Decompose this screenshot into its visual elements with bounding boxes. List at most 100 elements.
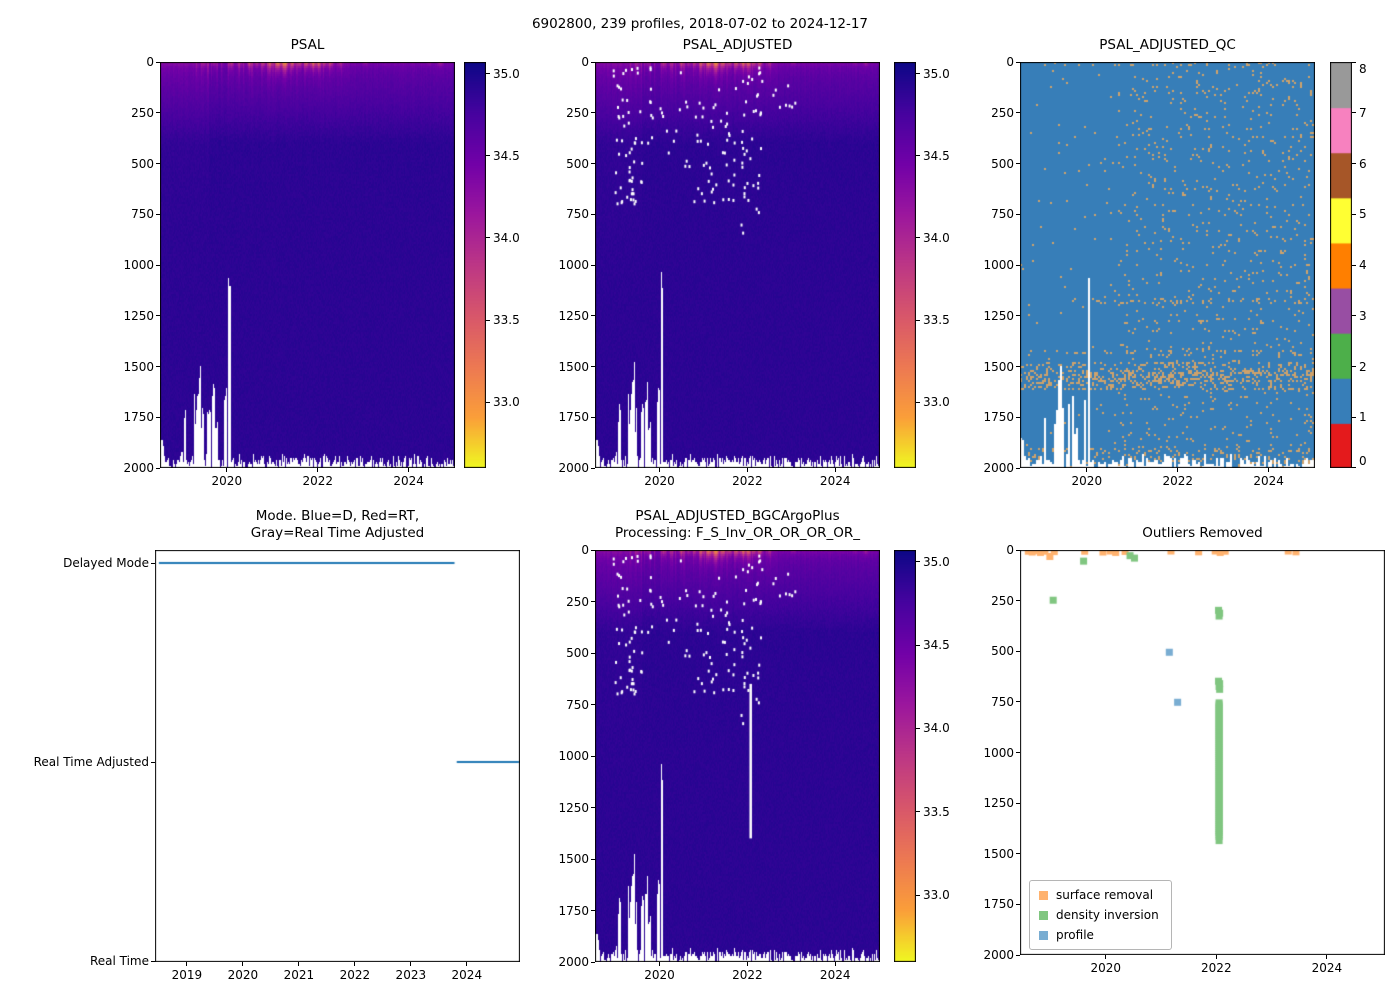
x-tick-mark bbox=[354, 962, 356, 966]
colorbar-tick-mark bbox=[916, 561, 920, 563]
colorbar-tick-label: 6 bbox=[1359, 156, 1367, 171]
y-tick-label: 0 bbox=[581, 55, 589, 69]
y-tick-label: 500 bbox=[991, 644, 1014, 659]
y-tick-label: 1750 bbox=[983, 897, 1014, 912]
x-tick-label: 2022 bbox=[732, 968, 763, 982]
legend-label-surface-removal: surface removal bbox=[1056, 888, 1154, 902]
x-tick-label: 2019 bbox=[171, 968, 203, 982]
bgc-colorbar-canvas bbox=[894, 550, 916, 962]
colorbar-tick-label: 4 bbox=[1359, 258, 1367, 272]
legend-swatch-surface-removal bbox=[1039, 890, 1048, 900]
colorbar-tick-label: 34.0 bbox=[923, 230, 950, 245]
y-tick-mark bbox=[1016, 701, 1020, 703]
qc-colorbar: 0 1 2 3 4 5 6 7 8 bbox=[1330, 62, 1367, 468]
colorbar-tick-label: 33.5 bbox=[923, 313, 950, 328]
y-tick-mark bbox=[1016, 213, 1020, 215]
panel-psal-adjusted-bgc-title: PSAL_ADJUSTED_BGCArgoPlus Processing: F_… bbox=[614, 507, 861, 542]
y-tick-label: 1500 bbox=[983, 846, 1014, 861]
y-tick-mark bbox=[151, 562, 155, 564]
y-tick-mark bbox=[1016, 467, 1020, 469]
colorbar-tick-mark bbox=[1352, 416, 1356, 418]
x-tick-mark bbox=[1268, 468, 1270, 472]
y-tick-mark bbox=[1016, 163, 1020, 164]
legend-item-surface-removal: surface removal bbox=[1039, 888, 1159, 902]
x-tick-label: 2022 bbox=[302, 474, 333, 488]
y-tick-label: 1000 bbox=[558, 258, 589, 272]
y-tick-mark bbox=[1016, 752, 1020, 753]
y-tick-mark bbox=[591, 163, 595, 164]
colorbar-tick-label: 33.0 bbox=[923, 888, 950, 903]
colorbar-tick-mark bbox=[916, 401, 920, 403]
legend-swatch-profile bbox=[1039, 930, 1048, 940]
colorbar-tick-label: 8 bbox=[1359, 62, 1367, 76]
legend-label-profile: profile bbox=[1056, 928, 1094, 942]
y-tick-mark bbox=[591, 807, 595, 808]
qc-heatmap-canvas bbox=[1020, 62, 1315, 468]
y-tick-label: 1250 bbox=[558, 308, 589, 323]
x-tick-mark bbox=[317, 468, 319, 472]
colorbar-tick-mark bbox=[916, 811, 920, 813]
y-tick-label: 1500 bbox=[558, 852, 589, 866]
y-tick-mark bbox=[1016, 112, 1020, 114]
colorbar-tick-mark bbox=[486, 73, 490, 74]
colorbar-tick-label: 35.0 bbox=[493, 66, 520, 81]
y-tick-mark bbox=[156, 264, 160, 266]
colorbar-tick-label: 34.0 bbox=[923, 721, 950, 736]
x-tick-mark bbox=[1105, 955, 1107, 959]
x-tick-mark bbox=[659, 468, 661, 472]
y-tick-mark bbox=[591, 467, 595, 469]
colorbar-tick-mark bbox=[916, 73, 920, 74]
y-tick-mark bbox=[1016, 853, 1020, 855]
y-tick-label: Real Time bbox=[89, 954, 149, 968]
colorbar-tick-mark bbox=[1352, 366, 1356, 367]
y-tick-label: 0 bbox=[1006, 543, 1014, 557]
y-tick-label: 250 bbox=[131, 105, 154, 120]
y-tick-mark bbox=[156, 213, 160, 215]
colorbar-tick-mark bbox=[1352, 213, 1356, 215]
y-tick-label: 1500 bbox=[983, 359, 1014, 374]
x-tick-label: 2024 bbox=[819, 968, 851, 982]
y-tick-mark bbox=[156, 112, 160, 114]
y-tick-mark bbox=[1016, 315, 1020, 317]
x-tick-label: 2020 bbox=[644, 968, 675, 982]
x-tick-label: 2023 bbox=[395, 968, 427, 982]
x-tick-mark bbox=[226, 468, 228, 472]
y-tick-label: 250 bbox=[566, 594, 589, 609]
qc-colorbar-canvas bbox=[1330, 62, 1352, 468]
x-tick-mark bbox=[834, 468, 836, 472]
x-tick-label: 2020 bbox=[227, 968, 259, 982]
y-tick-label: 500 bbox=[991, 156, 1014, 171]
y-tick-label: 750 bbox=[566, 207, 589, 222]
x-tick-label: 2024 bbox=[1253, 474, 1284, 488]
x-tick-mark bbox=[408, 468, 410, 472]
x-tick-mark bbox=[466, 962, 468, 966]
y-tick-mark bbox=[591, 264, 595, 266]
y-tick-label: 250 bbox=[991, 593, 1014, 608]
colorbar-tick-label: 35.0 bbox=[923, 554, 950, 569]
y-tick-label: 2000 bbox=[123, 461, 154, 475]
y-tick-label: 1250 bbox=[558, 800, 589, 815]
x-tick-mark bbox=[410, 962, 412, 966]
x-tick-mark bbox=[834, 962, 836, 966]
x-tick-label: 2022 bbox=[732, 474, 763, 488]
x-tick-label: 2021 bbox=[283, 968, 315, 982]
psal-adjusted-colorbar: 35.0 34.5 34.0 33.5 33.0 bbox=[894, 62, 950, 468]
x-tick-mark bbox=[1215, 955, 1217, 959]
y-tick-mark bbox=[1016, 802, 1020, 804]
colorbar-tick-label: 35.0 bbox=[923, 66, 950, 81]
y-tick-mark bbox=[591, 213, 595, 215]
y-tick-mark bbox=[156, 163, 160, 164]
y-tick-mark bbox=[1016, 650, 1020, 652]
y-tick-label: 750 bbox=[566, 697, 589, 712]
y-tick-label: 2000 bbox=[558, 461, 589, 475]
y-tick-label: 0 bbox=[581, 543, 589, 557]
y-tick-mark bbox=[1016, 366, 1020, 367]
panel-psal-adjusted: PSAL_ADJUSTED 2020 2022 2024 0 250 500 750 1000… bbox=[558, 37, 880, 488]
colorbar-tick-mark bbox=[486, 401, 490, 403]
y-tick-mark bbox=[591, 858, 595, 860]
y-tick-mark bbox=[156, 315, 160, 317]
legend-swatch-density-inversion bbox=[1039, 910, 1048, 920]
y-tick-label: 250 bbox=[991, 105, 1014, 120]
y-tick-label: 1000 bbox=[558, 749, 589, 763]
